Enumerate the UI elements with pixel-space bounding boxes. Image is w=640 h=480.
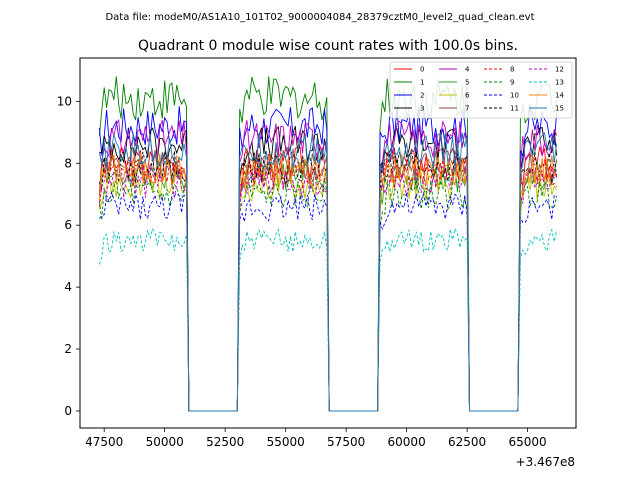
- chart-title: Quadrant 0 module wise count rates with …: [138, 38, 518, 54]
- legend-frame: [389, 61, 573, 119]
- x-tick-label: 62500: [448, 435, 486, 449]
- legend-label-12: 12: [555, 66, 564, 74]
- y-tick-label: 0: [64, 404, 72, 418]
- x-tick-label: 52500: [206, 435, 244, 449]
- y-tick-label: 8: [64, 156, 72, 170]
- axes-frame: [79, 57, 577, 429]
- x-tick-label: 55000: [267, 435, 305, 449]
- legend-label-6: 6: [465, 92, 470, 100]
- y-axis: 0 2 4 6 8 10: [57, 94, 80, 418]
- legend-label-8: 8: [510, 66, 514, 74]
- legend-label-9: 9: [510, 79, 514, 87]
- legend-label-10: 10: [510, 92, 519, 100]
- legend-label-14: 14: [555, 92, 564, 100]
- legend-label-11: 11: [510, 105, 519, 113]
- plot-area: [79, 57, 577, 429]
- x-tick-label: 57500: [327, 435, 365, 449]
- series-line-15: [98, 132, 558, 412]
- legend-label-0: 0: [420, 66, 424, 74]
- x-tick-label: 65000: [509, 435, 547, 449]
- legend-label-2: 2: [420, 92, 424, 100]
- x-axis-offset-label: +3.467e8: [516, 455, 575, 469]
- legend-label-13: 13: [555, 79, 564, 87]
- legend-label-4: 4: [465, 66, 470, 74]
- x-axis: 47500 50000 52500 55000 57500 60000 62500 65000: [85, 428, 547, 449]
- figure-suptitle: Data file: modeM0/AS1A10_101T02_90000040…: [105, 12, 534, 23]
- legend-label-1: 1: [420, 79, 424, 87]
- legend-label-5: 5: [465, 79, 469, 87]
- y-tick-label: 2: [64, 342, 72, 356]
- y-tick-label: 10: [57, 94, 72, 108]
- legend-label-3: 3: [420, 105, 424, 113]
- legend-label-7: 7: [465, 105, 469, 113]
- legend-label-15: 15: [555, 105, 564, 113]
- series-layer: [98, 76, 558, 412]
- x-tick-label: 50000: [146, 435, 184, 449]
- y-tick-label: 6: [64, 218, 72, 232]
- y-tick-label: 4: [64, 280, 72, 294]
- x-tick-label: 60000: [388, 435, 426, 449]
- x-tick-label: 47500: [85, 435, 123, 449]
